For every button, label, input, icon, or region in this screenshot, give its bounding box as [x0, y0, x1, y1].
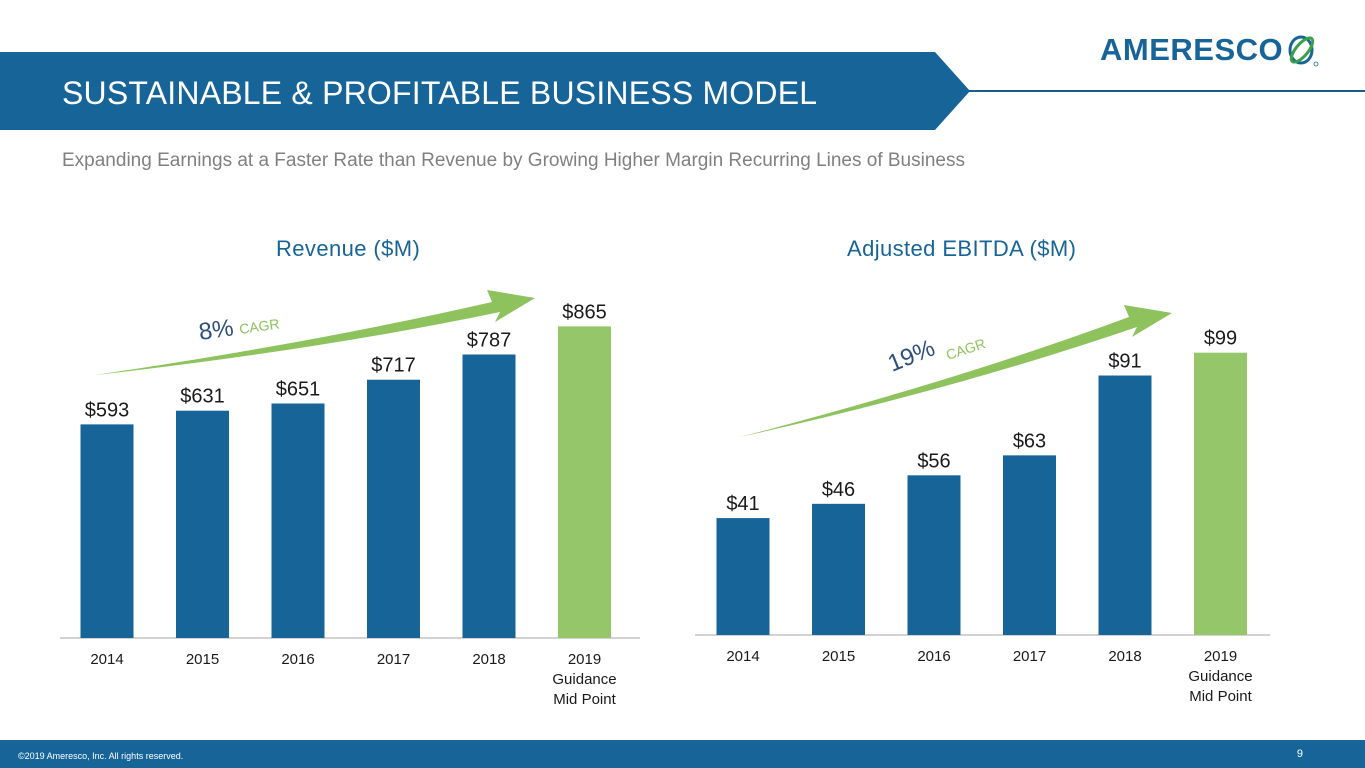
- bar-charts: 8% CAGR$5932014$6312015$6512016$7172017$7…: [60, 290, 1270, 708]
- x-tick-label: Guidance: [552, 671, 616, 688]
- data-label: $651: [276, 378, 321, 400]
- copyright-text: ©2019 Ameresco, Inc. All rights reserved…: [18, 751, 184, 761]
- bar: [907, 475, 961, 635]
- data-label: $865: [562, 301, 607, 323]
- bar: [271, 403, 325, 638]
- bar: [716, 518, 770, 635]
- x-tick-label: 2016: [281, 651, 314, 668]
- globe-orbit-icon: [1288, 35, 1319, 67]
- data-label: $593: [85, 399, 130, 421]
- page-subtitle: Expanding Earnings at a Faster Rate than…: [62, 150, 965, 171]
- title-banner: [0, 52, 970, 130]
- data-label: $631: [180, 386, 225, 408]
- bar: [176, 410, 229, 638]
- bar: [1098, 375, 1152, 635]
- data-label: $56: [917, 450, 950, 472]
- x-tick-label: 2016: [917, 648, 950, 665]
- footer-bar: ©2019 Ameresco, Inc. All rights reserved…: [0, 740, 1365, 768]
- x-tick-label: Guidance: [1188, 668, 1252, 685]
- cagr-percent: 8%: [197, 314, 235, 346]
- data-label: $787: [467, 329, 512, 351]
- bar-guidance: [558, 326, 611, 638]
- revenue-chart-title: Revenue ($M): [276, 236, 421, 261]
- bar: [812, 503, 865, 635]
- logo-text: AMERESCO: [1100, 32, 1284, 67]
- page-title: SUSTAINABLE & PROFITABLE BUSINESS MODEL: [62, 75, 818, 111]
- bar-guidance: [1194, 352, 1247, 635]
- ebitda-chart-title: Adjusted EBITDA ($M): [847, 236, 1077, 261]
- cagr-arrow: [95, 290, 535, 375]
- data-label: $717: [371, 355, 416, 377]
- x-tick-label: Mid Point: [1189, 688, 1252, 705]
- company-logo: AMERESCO: [1100, 30, 1321, 70]
- x-tick-label: 2017: [377, 651, 410, 668]
- cagr-percent: 19%: [884, 335, 939, 378]
- x-tick-label: 2015: [822, 648, 855, 665]
- data-label: $46: [822, 479, 855, 501]
- x-tick-label: 2017: [1013, 648, 1046, 665]
- x-tick-label: 2018: [472, 651, 505, 668]
- bar: [462, 354, 516, 638]
- x-tick-label: 2015: [186, 651, 219, 668]
- cagr-label: CAGR: [238, 315, 280, 336]
- x-tick-label: 2014: [90, 651, 123, 668]
- cagr-label: CAGR: [944, 335, 987, 363]
- x-tick-label: 2019: [1204, 648, 1237, 665]
- data-label: $99: [1204, 328, 1237, 350]
- x-tick-label: 2019: [568, 651, 601, 668]
- data-label: $91: [1108, 351, 1141, 373]
- x-tick-label: 2014: [726, 648, 759, 665]
- data-label: $63: [1013, 430, 1046, 452]
- x-tick-label: 2018: [1108, 648, 1141, 665]
- x-tick-label: Mid Point: [553, 691, 616, 708]
- bar: [1003, 455, 1056, 635]
- page-number: 9: [1296, 748, 1303, 760]
- header-divider: [968, 90, 1365, 92]
- bar: [367, 379, 420, 638]
- bar: [80, 424, 134, 638]
- cagr-arrow: [740, 305, 1172, 437]
- data-label: $41: [726, 493, 759, 515]
